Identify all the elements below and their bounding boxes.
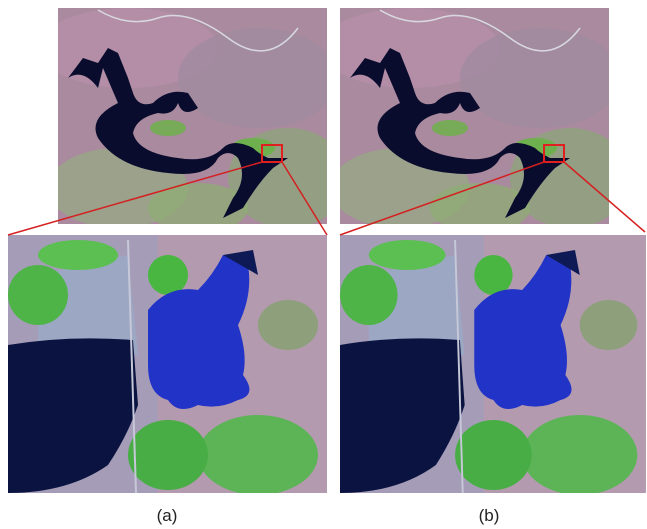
zoom-image-a [3,235,327,495]
overview-image-b [320,8,630,233]
zoom-image-b [335,235,646,495]
panel-label: (a) [157,506,178,525]
panel-label: (b) [479,506,500,525]
overview-image-a [38,8,348,233]
figure: (a) (b) [0,0,647,529]
page: (a) (b) (() => { const data = JSON.parse… [0,0,647,529]
